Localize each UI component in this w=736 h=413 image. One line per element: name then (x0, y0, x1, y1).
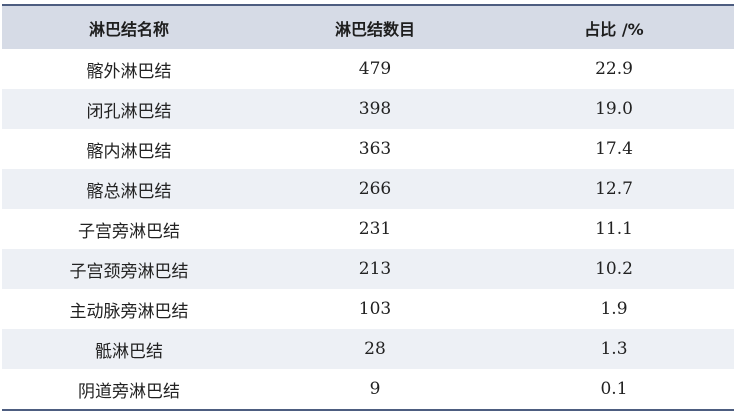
cell-node-name: 闭孔淋巴结 (86, 101, 172, 122)
table-row: 髂外淋巴结 479 22.9 (2, 49, 734, 89)
cell-node-name: 子宫颈旁淋巴结 (69, 261, 189, 282)
table-row: 主动脉旁淋巴结 103 1.9 (2, 289, 734, 329)
cell-percent: 22.9 (595, 59, 633, 79)
cell-node-count: 479 (358, 59, 392, 79)
header-percent: 占比 /% (494, 4, 734, 49)
cell-node-count: 103 (358, 299, 392, 319)
cell-percent: 11.1 (595, 219, 633, 239)
cell-node-count: 28 (364, 339, 386, 359)
cell-node-name: 主动脉旁淋巴结 (69, 301, 189, 322)
cell-node-count: 398 (358, 99, 392, 119)
lymph-node-table-container: 淋巴结名称 淋巴结数目 占比 /% 髂外淋巴结 479 22.9 闭孔淋巴结 3… (2, 4, 734, 411)
cell-percent: 17.4 (595, 139, 633, 159)
header-node-count: 淋巴结数目 (256, 4, 494, 49)
cell-node-name: 阴道旁淋巴结 (2, 369, 256, 411)
table-header: 淋巴结名称 淋巴结数目 占比 /% (2, 4, 734, 49)
header-node-name: 淋巴结名称 (2, 4, 256, 49)
cell-percent: 1.9 (600, 299, 628, 319)
table-row: 阴道旁淋巴结 9 0.1 (2, 369, 734, 411)
table-row: 髂总淋巴结 266 12.7 (2, 169, 734, 209)
table-body: 髂外淋巴结 479 22.9 闭孔淋巴结 398 19.0 髂内淋巴结 363 … (2, 49, 734, 411)
cell-percent: 1.3 (600, 339, 628, 359)
cell-percent: 0.1 (494, 369, 734, 411)
cell-node-count: 213 (358, 259, 392, 279)
cell-node-count: 363 (358, 139, 392, 159)
table-row: 髂内淋巴结 363 17.4 (2, 129, 734, 169)
cell-node-name: 髂内淋巴结 (86, 141, 172, 162)
lymph-node-table: 淋巴结名称 淋巴结数目 占比 /% 髂外淋巴结 479 22.9 闭孔淋巴结 3… (2, 4, 734, 411)
cell-node-count: 231 (358, 219, 392, 239)
header-row: 淋巴结名称 淋巴结数目 占比 /% (2, 4, 734, 49)
cell-percent: 19.0 (595, 99, 633, 119)
table-row: 子宫旁淋巴结 231 11.1 (2, 209, 734, 249)
cell-node-name: 骶淋巴结 (95, 341, 163, 362)
cell-percent: 10.2 (595, 259, 633, 279)
cell-node-name: 子宫旁淋巴结 (78, 221, 180, 242)
table-row: 骶淋巴结 28 1.3 (2, 329, 734, 369)
table-row: 闭孔淋巴结 398 19.0 (2, 89, 734, 129)
cell-node-count: 266 (358, 179, 392, 199)
cell-node-name: 髂总淋巴结 (86, 181, 172, 202)
cell-node-name: 髂外淋巴结 (86, 61, 172, 82)
cell-percent: 12.7 (595, 179, 633, 199)
cell-node-count: 9 (256, 369, 494, 411)
table-row: 子宫颈旁淋巴结 213 10.2 (2, 249, 734, 289)
